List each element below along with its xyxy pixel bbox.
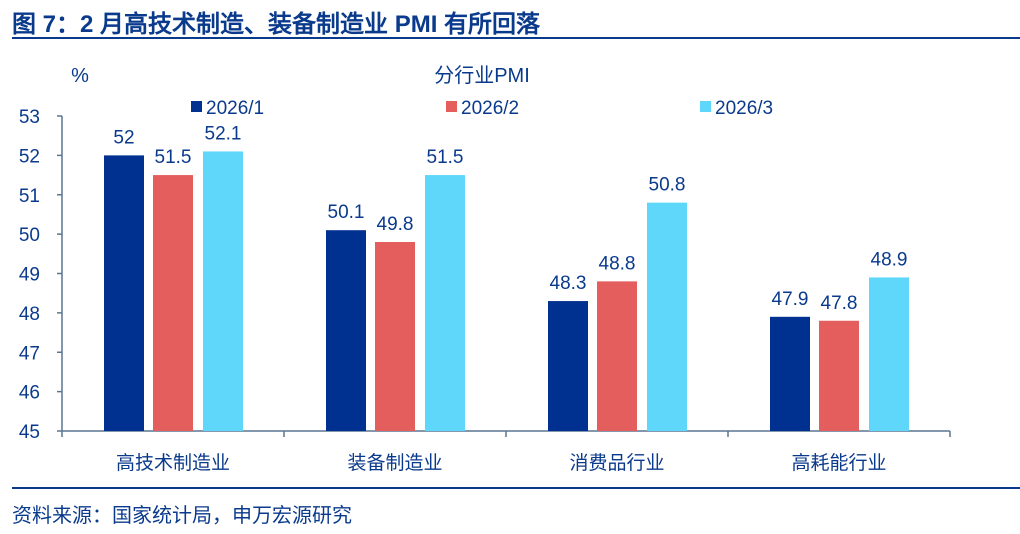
x-tick-label: 装备制造业 — [347, 452, 442, 474]
y-tick-label: 51 — [19, 186, 40, 207]
legend-label: 2026/3 — [715, 98, 773, 119]
data-label: 51.5 — [155, 147, 192, 168]
legend-swatch — [191, 101, 202, 112]
y-tick-label: 52 — [19, 146, 40, 167]
bar-2026-1 — [770, 316, 810, 431]
y-tick-label: 46 — [19, 383, 40, 404]
data-label: 52.1 — [205, 123, 242, 144]
y-tick-label: 49 — [19, 265, 40, 286]
x-tick-label: 消费品行业 — [569, 452, 664, 474]
bar-2026-2 — [597, 281, 637, 431]
data-label: 49.8 — [377, 214, 414, 235]
y-tick-label: 45 — [19, 422, 40, 443]
legend-label: 2026/2 — [461, 98, 519, 119]
bar-2026-1 — [104, 155, 144, 431]
legend-label: 2026/1 — [206, 98, 264, 119]
bar-2026-1 — [326, 230, 366, 431]
bar-2026-3 — [425, 175, 465, 431]
y-axis-unit: % — [71, 65, 89, 87]
bar-2026-3 — [869, 277, 909, 431]
data-label: 47.9 — [772, 289, 809, 310]
x-tick-label: 高技术制造业 — [116, 452, 230, 474]
data-label: 48.3 — [550, 273, 587, 294]
data-label: 47.8 — [821, 293, 858, 314]
y-tick-label: 48 — [19, 304, 40, 325]
legend-swatch — [446, 101, 457, 112]
bar-2026-3 — [203, 151, 243, 431]
y-tick-label: 53 — [19, 107, 40, 128]
data-label: 50.8 — [649, 175, 686, 196]
bar-2026-2 — [153, 175, 193, 431]
figure-title: 图 7：2 月高技术制造、装备制造业 PMI 有所回落 — [12, 11, 541, 38]
data-label: 48.9 — [871, 249, 908, 270]
bar-2026-2 — [375, 242, 415, 431]
title-divider — [12, 37, 1020, 39]
y-tick-label: 50 — [19, 225, 40, 246]
y-tick-label: 47 — [19, 343, 40, 364]
data-label: 51.5 — [427, 147, 464, 168]
bar-2026-1 — [548, 301, 588, 431]
x-tick-label: 高耗能行业 — [791, 452, 886, 474]
data-label: 50.1 — [328, 202, 365, 223]
legend-swatch — [700, 101, 711, 112]
source-note: 资料来源：国家统计局，申万宏源研究 — [12, 505, 352, 527]
chart-title: 分行业PMI — [434, 64, 530, 87]
source-divider — [12, 487, 1020, 489]
bar-2026-2 — [819, 320, 859, 431]
data-label: 52 — [113, 127, 134, 148]
data-label: 48.8 — [599, 253, 636, 274]
bar-2026-3 — [647, 202, 687, 431]
